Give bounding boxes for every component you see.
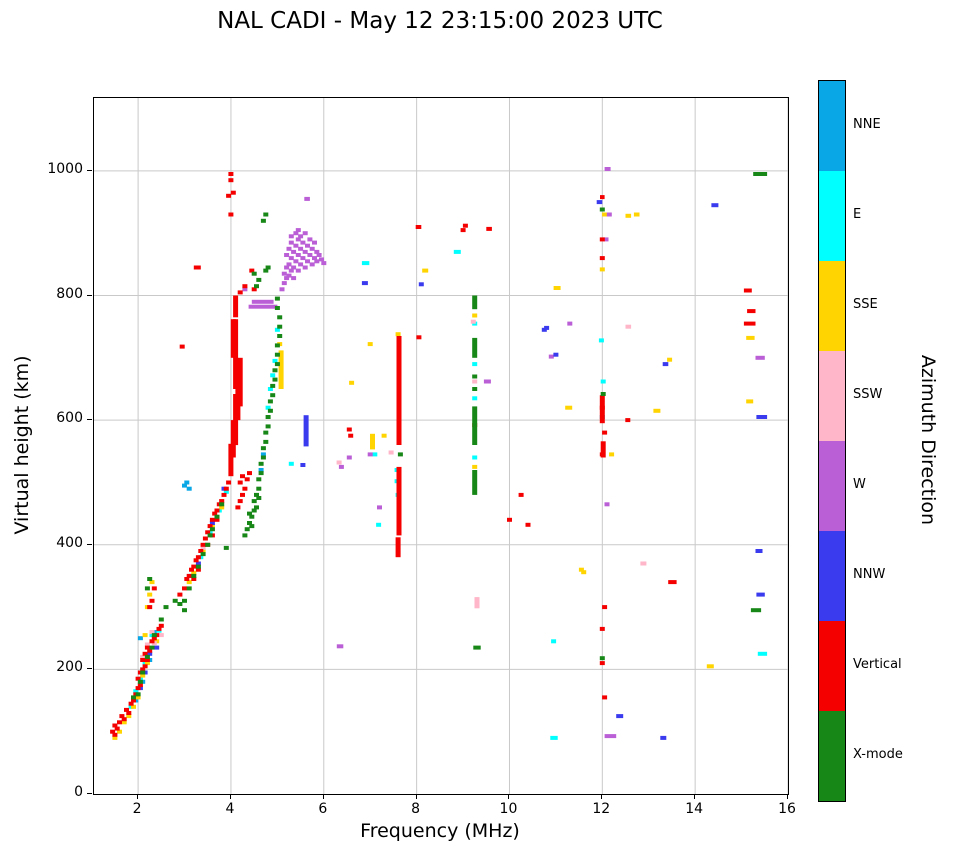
colorbar-segment-vertical (819, 621, 845, 711)
azimuth-colorbar (818, 80, 846, 802)
series-vertical (110, 172, 756, 737)
x-tick-mark (322, 794, 324, 799)
y-tick-label: 200 (56, 659, 83, 676)
colorbar-entry-label: SSE (853, 297, 878, 312)
colorbar-entry-label: Vertical (853, 657, 902, 672)
plot-canvas (94, 98, 788, 794)
y-axis-label: Virtual height (km) (11, 355, 33, 535)
x-tick-mark (137, 794, 139, 799)
x-tick-mark (787, 794, 788, 799)
colorbar-segment-ssw (819, 351, 845, 441)
series-w (242, 167, 765, 739)
colorbar-segment-x-mode (819, 711, 845, 801)
y-tick-label: 0 (74, 784, 83, 800)
colorbar-segment-w (819, 441, 845, 531)
colorbar-entry-label: NNW (853, 567, 886, 582)
colorbar-segment-sse (819, 261, 845, 351)
y-tick-mark (87, 419, 92, 421)
y-tick-mark (87, 668, 92, 670)
colorbar-axis-label: Azimuth Direction (917, 354, 939, 526)
y-tick-mark (87, 294, 92, 296)
x-tick-mark (601, 794, 603, 799)
series-sse (112, 212, 755, 740)
y-tick-label: 800 (56, 285, 83, 302)
series-x-mode (131, 172, 768, 700)
x-tick-mark (229, 794, 231, 799)
colorbar-entry-label: X-mode (853, 747, 903, 762)
colorbar-segment-e (819, 171, 845, 261)
x-tick-label: 12 (592, 801, 611, 817)
series-nne (133, 415, 605, 703)
y-tick-mark (87, 169, 92, 171)
x-tick-label: 8 (411, 801, 421, 817)
colorbar-segment-nnw (819, 531, 845, 621)
x-tick-label: 16 (778, 801, 796, 817)
plot-area (93, 97, 789, 795)
x-tick-label: 4 (225, 801, 235, 817)
colorbar-entry-label: SSW (853, 387, 883, 402)
y-tick-label: 600 (56, 410, 83, 427)
y-tick-label: 1000 (47, 160, 83, 177)
x-tick-mark (415, 794, 417, 799)
x-tick-label: 14 (685, 801, 704, 817)
chart-title: NAL CADI - May 12 23:15:00 2023 UTC (217, 8, 663, 34)
x-axis-label: Frequency (MHz) (360, 820, 520, 842)
y-tick-mark (87, 543, 92, 545)
x-tick-label: 10 (499, 801, 518, 817)
x-tick-label: 2 (132, 801, 142, 817)
colorbar-segment-nne (819, 81, 845, 171)
colorbar-entry-label: NNE (853, 117, 881, 132)
y-tick-label: 400 (56, 534, 83, 551)
gridlines (94, 98, 788, 794)
x-tick-mark (694, 794, 696, 799)
series-ssw (140, 319, 647, 659)
x-tick-label: 6 (318, 801, 328, 817)
colorbar-entry-label: E (853, 207, 862, 222)
x-tick-mark (508, 794, 510, 799)
y-tick-mark (87, 793, 92, 794)
colorbar-entry-label: W (853, 477, 866, 492)
